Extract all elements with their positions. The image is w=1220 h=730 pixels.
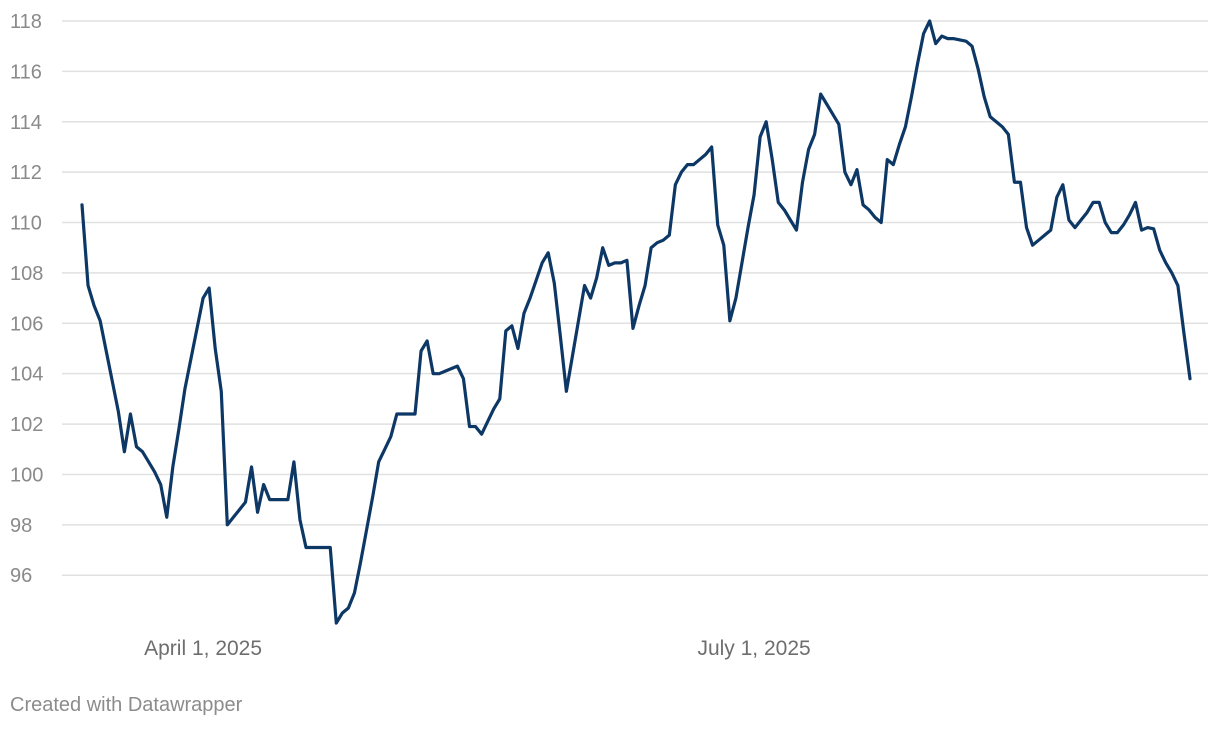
y-tick-label: 104 (10, 364, 43, 386)
y-tick-label: 110 (10, 213, 42, 235)
y-axis-tick-labels: 96 98 100 102 104 106 108 110 112 114 116 118 (10, 11, 43, 587)
series-layer (80, 19, 1192, 625)
x-axis-tick-labels: April 1, 2025 July 1, 2025 (144, 637, 811, 660)
x-tick-label: July 1, 2025 (697, 637, 810, 660)
gridlines (62, 20, 1208, 576)
y-tick-label: 118 (10, 11, 42, 33)
y-tick-label: 108 (10, 263, 43, 285)
y-tick-label: 114 (10, 112, 42, 134)
series-line-price (80, 19, 1192, 625)
datawrapper-credit: Created with Datawrapper (10, 694, 243, 716)
y-tick-label: 116 (10, 61, 42, 83)
y-tick-label: 102 (10, 414, 43, 436)
y-tick-label: 100 (10, 464, 43, 486)
y-tick-label: 106 (10, 313, 43, 335)
line-chart: 96 98 100 102 104 106 108 110 112 114 116 118 April… (10, 11, 1208, 660)
x-tick-label: April 1, 2025 (144, 637, 262, 660)
y-tick-label: 112 (10, 162, 42, 184)
y-tick-label: 96 (10, 565, 32, 587)
y-tick-label: 98 (10, 515, 32, 537)
